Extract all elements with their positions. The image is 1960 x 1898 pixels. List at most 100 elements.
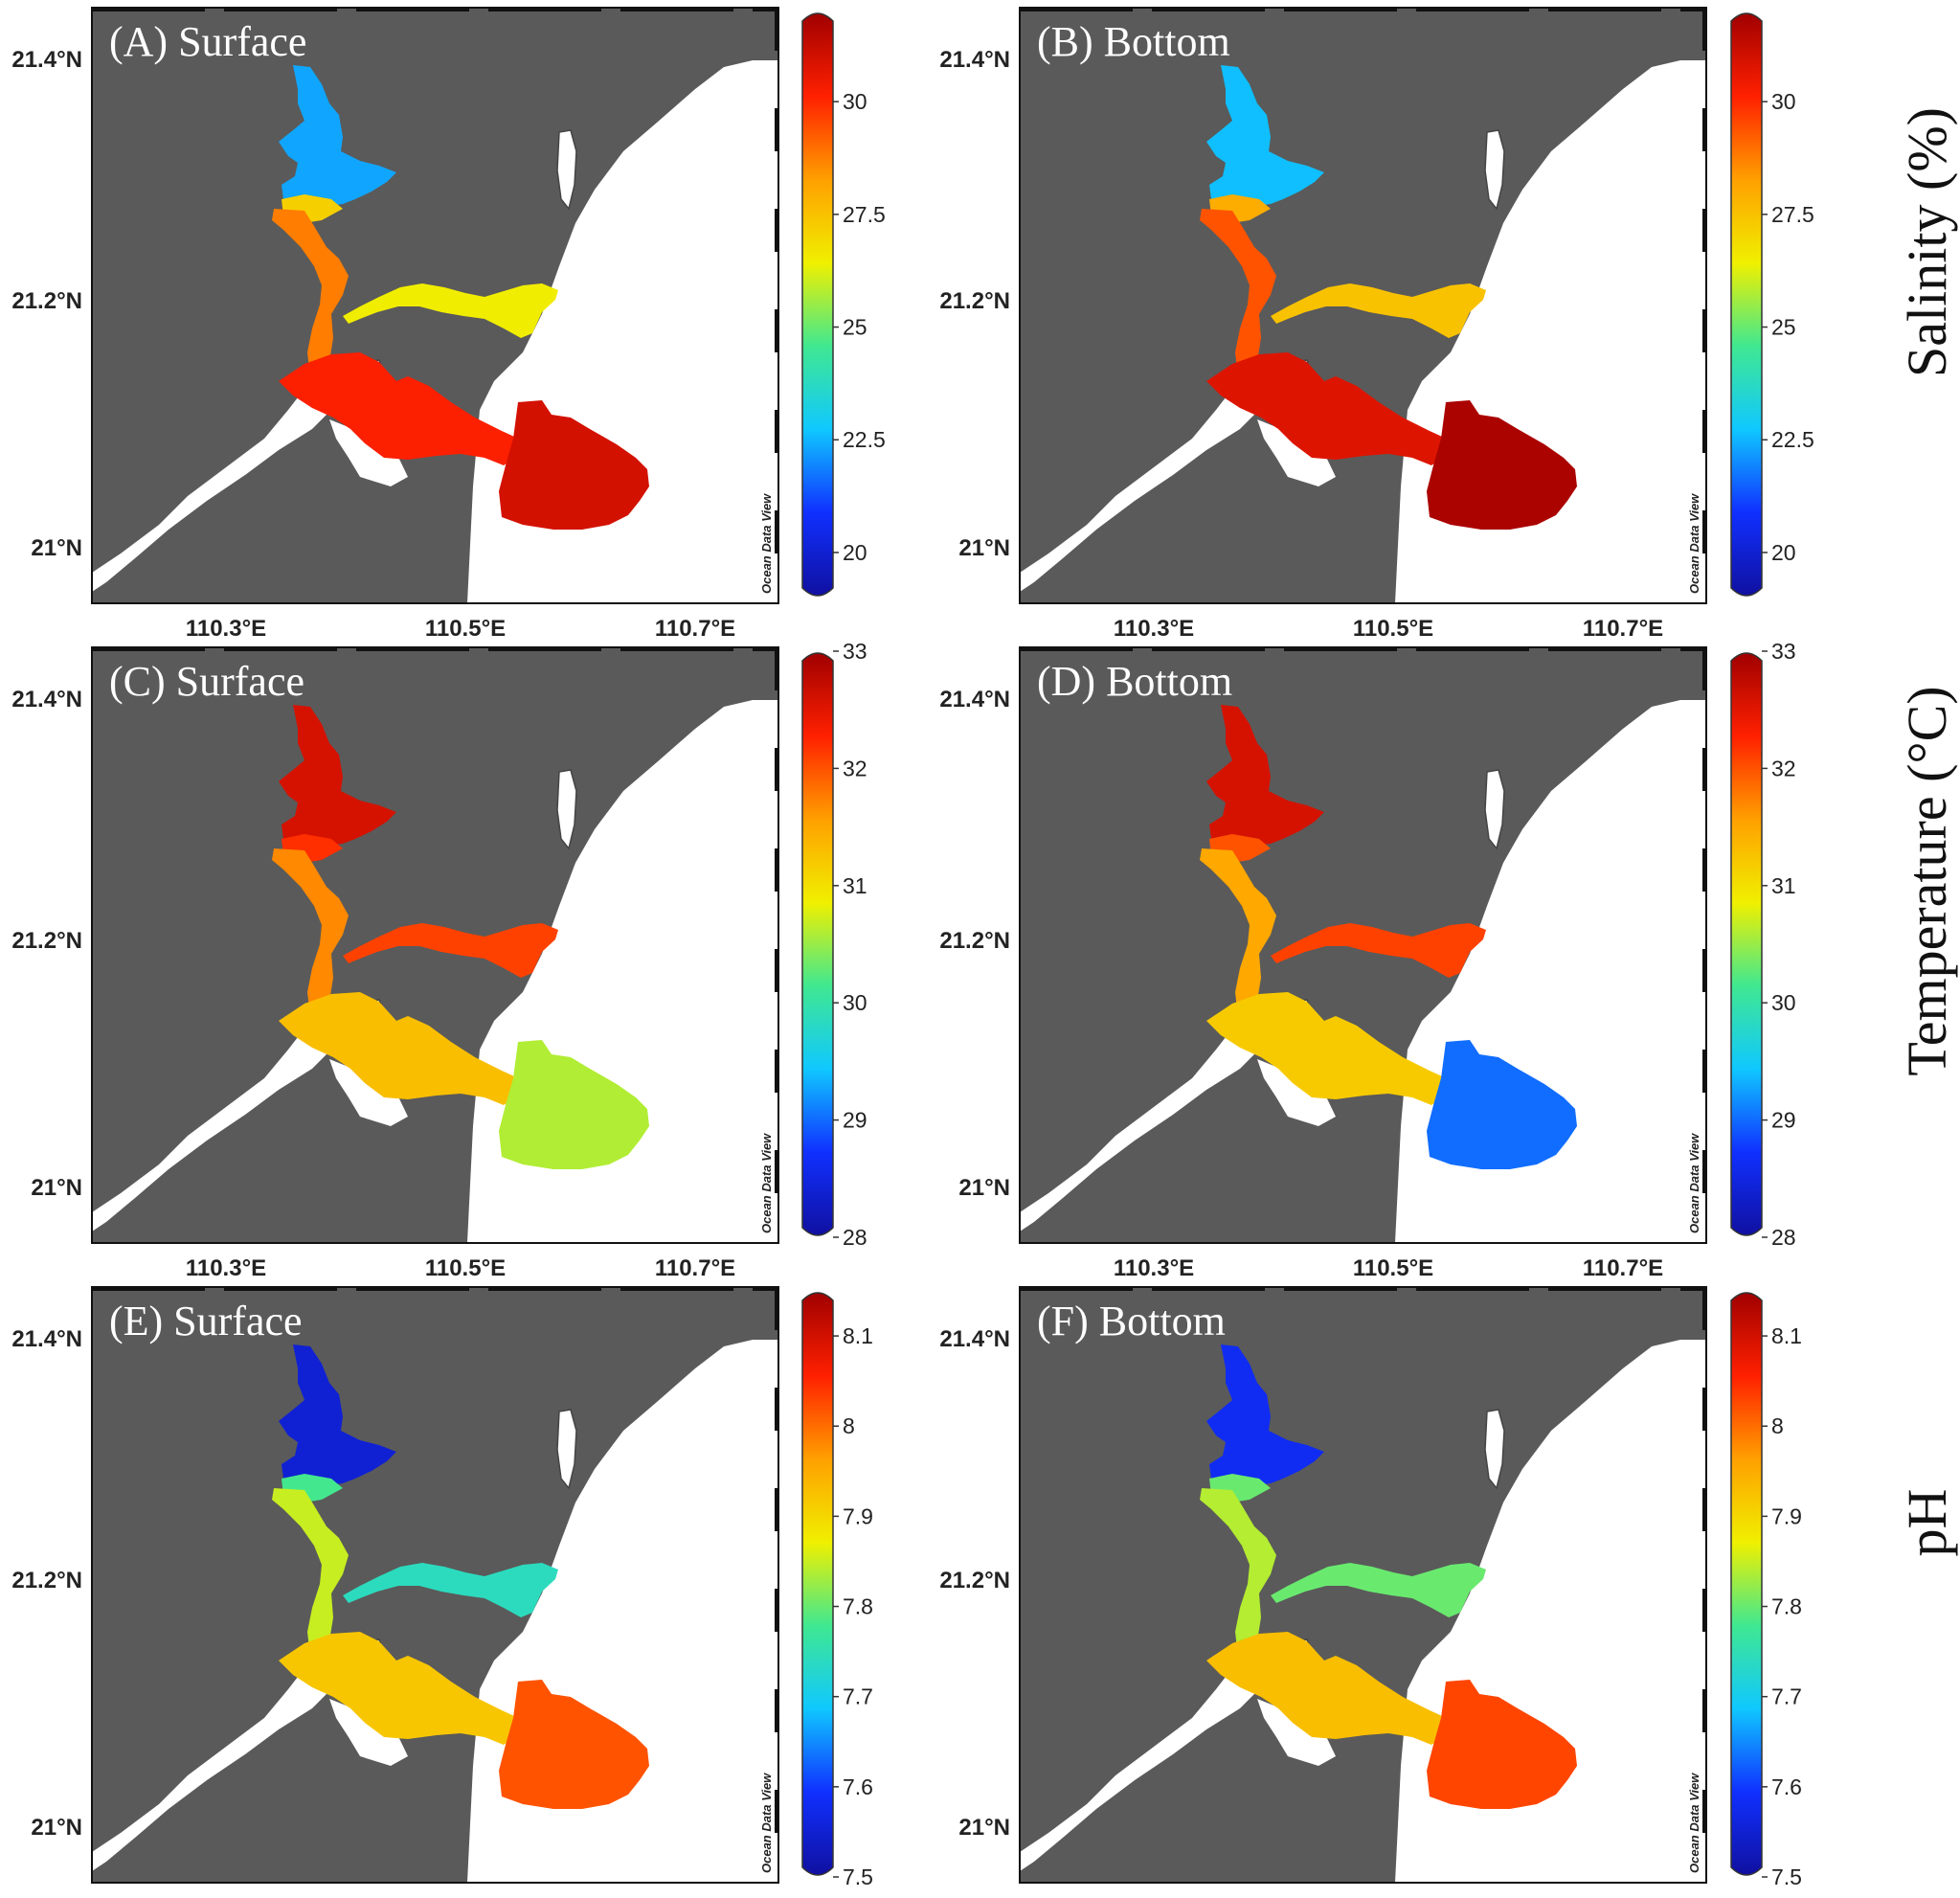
lon-tick-label: 110.7°E	[655, 616, 735, 642]
estuary-zone-bay	[1206, 1632, 1451, 1745]
estuary-zone-bay	[1206, 352, 1451, 465]
south-creek	[1257, 419, 1336, 486]
colorbar-tick-label: 25	[1771, 315, 1796, 340]
row-label-salinity: Salinity (%)	[1896, 107, 1958, 377]
estuary-zone-upper	[1206, 65, 1324, 209]
lon-tick-label: 110.7°E	[1583, 1895, 1663, 1898]
colorbar-tick-label: 7.7	[843, 1684, 873, 1709]
island-outline	[556, 1409, 577, 1490]
colorbar-body	[801, 12, 834, 597]
estuary-zone-bay	[279, 352, 523, 465]
colorbar-tick-label: 7.7	[1771, 1684, 1802, 1709]
lat-tick-label: 21.2°N	[939, 288, 1010, 314]
watermark-label: Ocean Data View	[1687, 1133, 1701, 1233]
panel-title: (A) Surface	[109, 18, 306, 65]
lon-tick-label: 110.7°E	[655, 1895, 735, 1898]
west-channel	[1020, 1668, 1259, 1871]
lat-tick-label: 21.2°N	[939, 1568, 1010, 1593]
colorbar-tick-label: 22.5	[843, 427, 886, 452]
estuary-zone-east-branch	[343, 923, 558, 978]
panel-title: (D) Bottom	[1037, 658, 1232, 705]
colorbar-tick-label: 32	[843, 756, 867, 780]
map-panel: (D) Bottom Ocean Data View 21.4°N 21.2°N 21°…	[939, 646, 1707, 1281]
colorbar-body	[1730, 652, 1763, 1236]
colorbar-tick-label: 7.6	[1771, 1774, 1802, 1799]
colorbar-tick-label: 30	[1771, 89, 1796, 114]
lat-tick-label: 21°N	[958, 535, 1010, 561]
watermark-label: Ocean Data View	[759, 1133, 774, 1233]
map-panel: (C) Surface Ocean Data View 21.4°N 21.2°N 21…	[11, 646, 779, 1281]
lat-tick-label: 21.4°N	[939, 687, 1010, 712]
colorbar: 30 27.5 25 22.5 20	[801, 12, 886, 597]
south-creek	[1257, 1699, 1336, 1766]
colorbar-tick-label: 28	[1771, 1225, 1796, 1250]
colorbar-tick-label: 20	[843, 540, 867, 565]
colorbar-tick-label: 31	[1771, 873, 1796, 898]
lat-tick-label: 21.4°N	[11, 47, 82, 73]
colorbar-tick-label: 27.5	[843, 202, 886, 227]
panel-title: (E) Surface	[109, 1298, 303, 1344]
estuary-zone-channel	[272, 848, 349, 1021]
watermark-label: Ocean Data View	[759, 1773, 774, 1873]
lon-tick-label: 110.3°E	[186, 1895, 266, 1898]
south-creek	[1257, 1059, 1336, 1126]
colorbar-tick-label: 33	[1771, 639, 1796, 664]
estuary-zone-east-branch	[343, 1563, 558, 1617]
west-channel	[92, 1028, 331, 1231]
estuary-zone-channel	[1200, 1488, 1276, 1661]
lon-tick-label: 110.3°E	[1114, 616, 1194, 642]
colorbar-body	[1730, 12, 1763, 597]
colorbar-tick-label: 7.6	[843, 1774, 873, 1799]
estuary-zone-bay	[279, 992, 523, 1105]
colorbar-tick-label: 8	[843, 1413, 855, 1438]
estuary-zone-upper	[1206, 705, 1324, 848]
colorbar-tick-label: 22.5	[1771, 427, 1814, 452]
lon-tick-label: 110.5°E	[425, 1255, 506, 1281]
estuary-zone-mouth	[1427, 1680, 1577, 1809]
west-channel	[92, 1668, 331, 1871]
island-outline	[556, 129, 577, 211]
colorbar-tick-label: 20	[1771, 540, 1796, 565]
colorbar-tick-label: 8.1	[843, 1323, 873, 1348]
colorbar-tick-label: 31	[843, 873, 867, 898]
estuary-zone-east-branch	[343, 283, 558, 338]
lon-tick-label: 110.3°E	[1114, 1255, 1194, 1281]
lat-tick-label: 21°N	[31, 1175, 82, 1201]
map-panel: (A) Surface Ocean Data View 21.4°N 21.2°N 21…	[11, 7, 779, 642]
lon-tick-label: 110.5°E	[1353, 1255, 1433, 1281]
estuary-zone-east-branch	[1271, 923, 1486, 978]
row-label-ph: pH	[1896, 1489, 1958, 1557]
west-channel	[1020, 1028, 1259, 1231]
map-panel: (F) Bottom Ocean Data View 21.4°N 21.2°N 21°…	[939, 1286, 1707, 1898]
colorbar-tick-label: 7.9	[1771, 1503, 1802, 1528]
lon-tick-label: 110.5°E	[1353, 1895, 1433, 1898]
south-creek	[329, 1059, 408, 1126]
colorbar-tick-label: 7.8	[843, 1594, 873, 1619]
colorbar-tick-label: 28	[843, 1225, 867, 1250]
estuary-zone-upper	[279, 705, 396, 848]
estuary-zone-mouth	[499, 1680, 649, 1809]
lat-tick-label: 21.2°N	[11, 1568, 82, 1593]
island-outline	[556, 769, 577, 850]
lat-tick-label: 21.2°N	[11, 288, 82, 314]
estuary-zone-upper	[279, 1344, 396, 1488]
estuary-zone-channel	[272, 209, 349, 381]
south-creek	[329, 1699, 408, 1766]
watermark-label: Ocean Data View	[1687, 493, 1701, 594]
row-labels-layer: Salinity (%) Temperature (°C) pH	[1896, 107, 1958, 1556]
colorbar-body	[801, 652, 834, 1236]
estuary-zone-mouth	[499, 1040, 649, 1169]
west-channel	[1020, 389, 1259, 592]
lat-tick-label: 21.2°N	[939, 928, 1010, 954]
colorbar-body	[801, 1292, 834, 1876]
estuary-zone-upper	[279, 65, 396, 209]
panel-title: (F) Bottom	[1037, 1298, 1226, 1344]
estuary-zone-east-branch	[1271, 1563, 1486, 1617]
lon-tick-label: 110.7°E	[1583, 1255, 1663, 1281]
colorbar-tick-label: 27.5	[1771, 202, 1814, 227]
colorbar-tick-label: 7.8	[1771, 1594, 1802, 1619]
map-panel: (B) Bottom Ocean Data View 21.4°N 21.2°N 21°…	[939, 7, 1707, 642]
south-creek	[329, 419, 408, 486]
colorbar-tick-label: 30	[843, 89, 867, 114]
island-outline	[1484, 769, 1505, 850]
